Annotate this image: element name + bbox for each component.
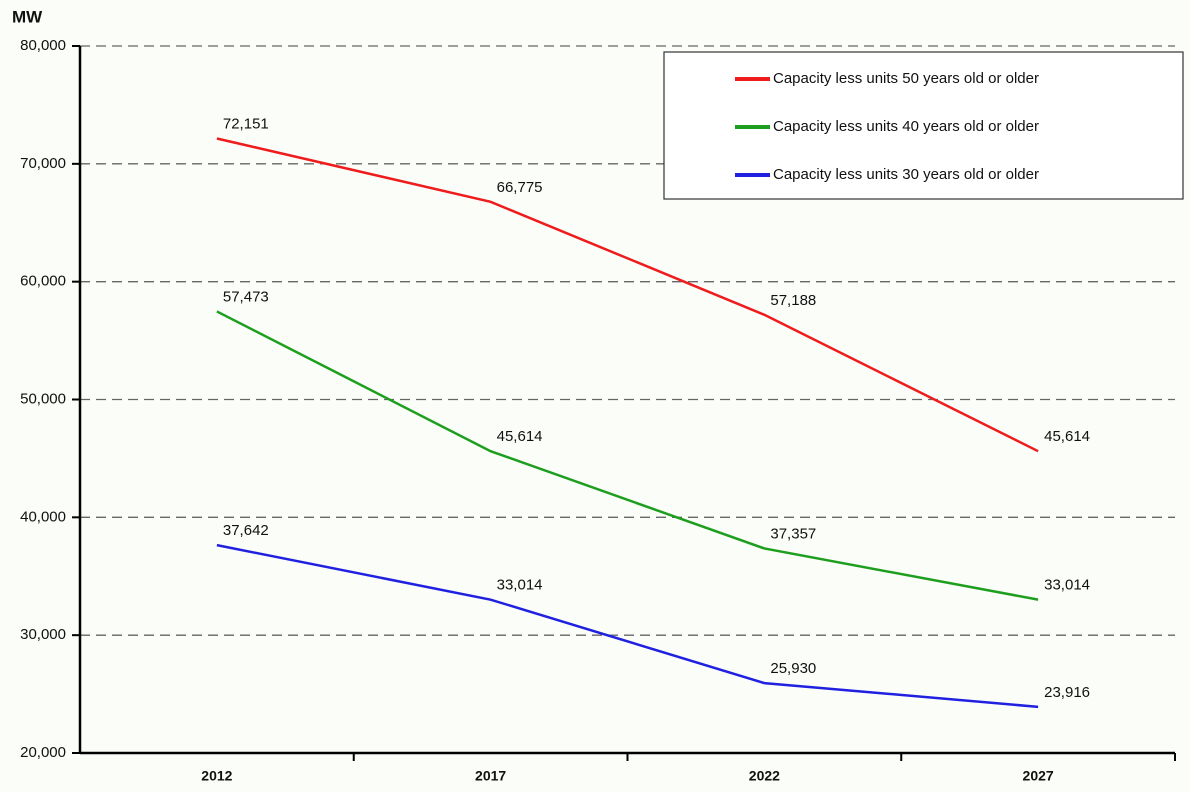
data-label: 37,357 <box>770 525 816 542</box>
data-label: 23,916 <box>1044 684 1090 701</box>
data-label: 57,188 <box>770 292 816 309</box>
y-tick-label: 30,000 <box>20 626 66 643</box>
series-line <box>216 137 1039 453</box>
series-line <box>216 310 1039 601</box>
y-tick-label: 70,000 <box>20 155 66 172</box>
x-tick-label: 2022 <box>749 768 780 784</box>
y-tick-label: 60,000 <box>20 273 66 290</box>
data-label: 72,151 <box>223 115 269 132</box>
y-tick-label: 50,000 <box>20 390 66 407</box>
data-label: 66,775 <box>497 179 543 196</box>
x-tick-label: 2027 <box>1023 768 1054 784</box>
legend-label: Capacity less units 50 years old or olde… <box>773 70 1039 87</box>
x-tick-label: 2012 <box>201 768 232 784</box>
y-tick-label: 80,000 <box>20 37 66 54</box>
data-label: 33,014 <box>497 577 543 594</box>
y-axis-label: MW <box>12 7 43 26</box>
y-tick-label: 20,000 <box>20 744 66 761</box>
data-label: 45,614 <box>1044 428 1090 445</box>
legend: Capacity less units 50 years old or olde… <box>663 51 1184 200</box>
data-label: 37,642 <box>223 522 269 539</box>
legend-label: Capacity less units 30 years old or olde… <box>773 166 1039 183</box>
series-line <box>216 543 1039 709</box>
data-label: 25,930 <box>770 660 816 677</box>
data-label: 33,014 <box>1044 577 1090 594</box>
data-label: 57,473 <box>223 288 269 305</box>
legend-label: Capacity less units 40 years old or olde… <box>773 118 1039 135</box>
x-tick-label: 2017 <box>475 768 506 784</box>
data-label: 45,614 <box>497 428 543 445</box>
y-tick-label: 40,000 <box>20 508 66 525</box>
